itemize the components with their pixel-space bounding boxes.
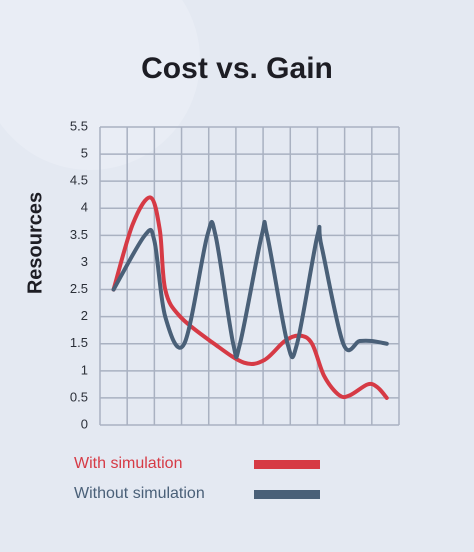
y-tick-label: 2.5: [70, 281, 88, 296]
y-tick-label: 4: [81, 200, 88, 215]
y-tick-label: 3: [81, 254, 88, 269]
chart-title: Cost vs. Gain: [141, 52, 333, 85]
data-line: [111, 219, 389, 360]
legend-label: Without simulation: [74, 485, 205, 502]
y-tick-label: 0: [81, 416, 88, 431]
data-line: [111, 195, 389, 400]
legend-swatch: [254, 490, 320, 499]
y-tick-label: 3.5: [70, 227, 88, 242]
legend-swatch: [254, 460, 320, 469]
y-tick-label: 1: [81, 362, 88, 377]
y-tick-label: 4.5: [70, 173, 88, 188]
y-tick-label: 5: [81, 146, 88, 161]
legend-label: With simulation: [74, 455, 182, 472]
y-tick-label: 2: [81, 308, 88, 323]
y-tick-label: 0.5: [70, 389, 88, 404]
y-tick-label: 5.5: [70, 118, 88, 133]
y-axis-label: Resources: [24, 192, 46, 294]
y-tick-label: 1.5: [70, 335, 88, 350]
